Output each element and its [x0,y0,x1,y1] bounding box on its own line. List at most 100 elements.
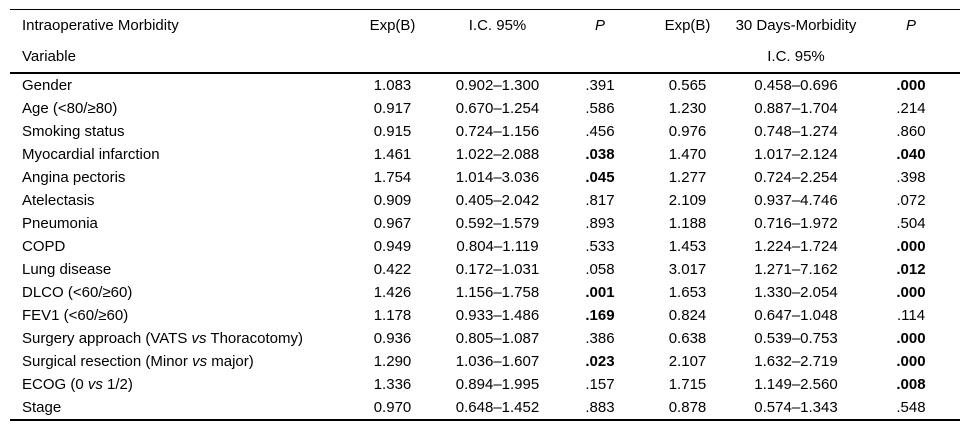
variable-label-pre: ECOG (0 [22,376,88,393]
table-row: Gender 1.083 0.902–1.300 .391 0.565 0.45… [10,73,960,97]
intra-ic95-cell: 0.933–1.486 [455,307,540,324]
day30-ic95-cell: 0.724–2.254 [754,169,838,186]
intra-p-cell: .023 [585,353,615,370]
intra-expb-cell: 0.936 [373,330,412,347]
variable-label-pre: Age (<80/≥80) [22,100,118,117]
variable-label-pre: Surgical resection (Minor [22,353,193,370]
intra-p-cell: .533 [585,238,615,255]
header-day30-p: P [905,17,916,34]
intra-p-cell: .038 [585,146,615,163]
variable-cell: FEV1 (<60/≥60) [10,304,345,327]
intra-expb-cell: 0.422 [373,261,412,278]
intra-ic95-cell: 0.648–1.452 [455,399,540,416]
day30-expb-cell: 3.017 [668,261,707,278]
day30-expb-cell: 2.107 [668,353,707,370]
intra-ic95-cell: 1.014–3.036 [455,169,540,186]
intra-p-cell: .456 [585,123,615,140]
header-day30-ic95: I.C. 95% [767,48,825,65]
intra-expb-cell: 0.970 [373,399,412,416]
intra-p-cell: .386 [585,330,615,347]
table-body: Gender 1.083 0.902–1.300 .391 0.565 0.45… [10,73,960,420]
table-row: Stage 0.970 0.648–1.452 .883 0.878 0.574… [10,396,960,420]
variable-label-pre: COPD [22,238,66,255]
day30-p-cell: .398 [896,169,926,186]
day30-expb-cell: 1.188 [668,215,707,232]
day30-expb-cell: 2.109 [668,192,707,209]
day30-expb-cell: 0.565 [668,77,707,94]
intra-ic95-cell: 1.022–2.088 [455,146,540,163]
intra-p-cell: .586 [585,100,615,117]
intra-p-cell: .817 [585,192,615,209]
day30-p-cell: .072 [896,192,926,209]
header-intra-expb: Exp(B) [369,17,416,34]
intra-p-cell: .893 [585,215,615,232]
variable-cell: Atelectasis [10,189,345,212]
intra-expb-cell: 0.967 [373,215,412,232]
intra-p-cell: .391 [585,77,615,94]
variable-label-pre: Lung disease [22,261,112,278]
day30-expb-cell: 1.653 [668,284,707,301]
day30-expb-cell: 0.824 [668,307,707,324]
day30-expb-cell: 1.453 [668,238,707,255]
day30-p-cell: .504 [896,215,926,232]
day30-p-cell: .000 [896,330,926,347]
intra-ic95-cell: 1.036–1.607 [455,353,540,370]
day30-p-cell: .000 [896,238,926,255]
table-row: DLCO (<60/≥60) 1.426 1.156–1.758 .001 1.… [10,281,960,304]
intra-p-cell: .001 [585,284,615,301]
intra-p-cell: .157 [585,376,615,393]
intra-expb-cell: 1.754 [373,169,412,186]
variable-label-post: Thoracotomy) [206,330,303,347]
variable-label-pre: Angina pectoris [22,169,126,186]
variable-cell: Stage [10,396,345,420]
intra-ic95-cell: 0.894–1.995 [455,376,540,393]
day30-expb-cell: 0.638 [668,330,707,347]
variable-cell: DLCO (<60/≥60) [10,281,345,304]
table-row: Myocardial infarction 1.461 1.022–2.088 … [10,143,960,166]
day30-p-cell: .114 [896,307,926,324]
intra-ic95-cell: 0.592–1.579 [455,215,540,232]
day30-ic95-cell: 0.887–1.704 [754,100,838,117]
intra-expb-cell: 1.083 [373,77,412,94]
variable-vs-italic: vs [191,330,207,347]
header-day30-expb: Exp(B) [664,17,711,34]
intra-ic95-cell: 0.902–1.300 [455,77,540,94]
variable-label-post: major) [207,353,254,370]
header-variable: Variable [22,48,76,65]
day30-ic95-cell: 0.574–1.343 [754,399,838,416]
day30-ic95-cell: 1.632–2.719 [754,353,838,370]
day30-p-cell: .860 [896,123,926,140]
day30-expb-cell: 0.878 [668,399,707,416]
day30-ic95-cell: 1.017–2.124 [754,146,838,163]
header-30-days-morbidity: 30 Days-Morbidity [735,17,857,34]
intra-ic95-cell: 0.805–1.087 [455,330,540,347]
day30-ic95-cell: 0.748–1.274 [754,123,838,140]
day30-p-cell: .000 [896,77,926,94]
intra-ic95-cell: 1.156–1.758 [455,284,540,301]
table-header: Intraoperative Morbidity Exp(B) I.C. 95%… [10,10,960,73]
table-row: Smoking status 0.915 0.724–1.156 .456 0.… [10,120,960,143]
header-row-1: Intraoperative Morbidity Exp(B) I.C. 95%… [10,10,960,42]
variable-cell: Angina pectoris [10,166,345,189]
header-intra-p: P [594,17,605,34]
day30-ic95-cell: 0.716–1.972 [754,215,838,232]
variable-label-pre: Stage [22,399,62,416]
day30-ic95-cell: 0.647–1.048 [754,307,838,324]
day30-ic95-cell: 1.149–2.560 [754,376,838,393]
variable-label-post: 1/2) [102,376,133,393]
variable-label-pre: Surgery approach (VATS [22,330,192,347]
morbidity-regression-table: Intraoperative Morbidity Exp(B) I.C. 95%… [10,9,960,421]
variable-cell: ECOG (0 vs 1/2) [10,373,345,396]
intra-expb-cell: 1.336 [373,376,412,393]
header-intra-ic95: I.C. 95% [468,17,527,34]
day30-ic95-cell: 1.224–1.724 [754,238,838,255]
header-intraoperative-morbidity: Intraoperative Morbidity [22,17,179,34]
variable-cell: Surgical resection (Minor vs major) [10,350,345,373]
intra-expb-cell: 1.426 [373,284,412,301]
intra-expb-cell: 0.917 [373,100,412,117]
table-row: FEV1 (<60/≥60) 1.178 0.933–1.486 .169 0.… [10,304,960,327]
variable-vs-italic: vs [87,376,103,393]
day30-p-cell: .000 [896,284,926,301]
header-row-2: Variable I.C. 95% [10,41,960,73]
table-row: Atelectasis 0.909 0.405–2.042 .817 2.109… [10,189,960,212]
